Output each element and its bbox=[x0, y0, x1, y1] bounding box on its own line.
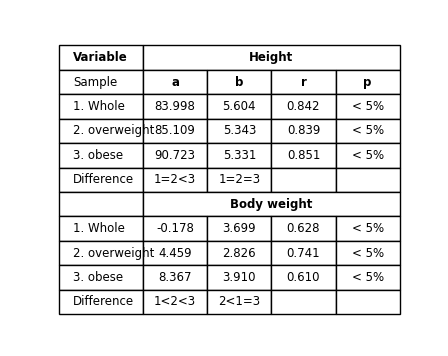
Text: 0.610: 0.610 bbox=[287, 271, 320, 284]
Bar bbox=[207, 70, 271, 94]
Text: 1=2=3: 1=2=3 bbox=[218, 173, 260, 186]
Bar bbox=[143, 192, 400, 216]
Bar bbox=[60, 168, 143, 192]
Bar bbox=[271, 216, 336, 241]
Bar bbox=[60, 216, 143, 241]
Bar bbox=[207, 94, 271, 119]
Text: -0.178: -0.178 bbox=[156, 222, 194, 235]
Text: a: a bbox=[171, 75, 179, 89]
Bar bbox=[207, 290, 271, 314]
Bar bbox=[207, 143, 271, 168]
Text: 5.343: 5.343 bbox=[223, 125, 256, 137]
Bar bbox=[143, 46, 400, 70]
Text: < 5%: < 5% bbox=[352, 100, 383, 113]
Bar bbox=[60, 46, 143, 70]
Bar bbox=[207, 265, 271, 290]
Text: 1=2<3: 1=2<3 bbox=[154, 173, 196, 186]
Text: < 5%: < 5% bbox=[352, 222, 383, 235]
Text: 2.826: 2.826 bbox=[223, 247, 256, 260]
Text: < 5%: < 5% bbox=[352, 271, 383, 284]
Bar bbox=[271, 119, 336, 143]
Bar bbox=[336, 119, 400, 143]
Text: Body weight: Body weight bbox=[230, 198, 313, 211]
Bar bbox=[60, 241, 143, 265]
Text: 85.109: 85.109 bbox=[155, 125, 196, 137]
Text: 0.851: 0.851 bbox=[287, 149, 320, 162]
Bar bbox=[336, 94, 400, 119]
Bar bbox=[336, 143, 400, 168]
Text: 0.842: 0.842 bbox=[287, 100, 320, 113]
Text: 0.839: 0.839 bbox=[287, 125, 320, 137]
Bar bbox=[143, 143, 207, 168]
Text: 3.910: 3.910 bbox=[223, 271, 256, 284]
Text: 3. obese: 3. obese bbox=[73, 271, 124, 284]
Bar bbox=[271, 265, 336, 290]
Text: 3. obese: 3. obese bbox=[73, 149, 124, 162]
Bar bbox=[143, 241, 207, 265]
Bar bbox=[271, 94, 336, 119]
Bar bbox=[60, 290, 143, 314]
Bar bbox=[271, 168, 336, 192]
Text: 1<2<3: 1<2<3 bbox=[154, 295, 196, 308]
Bar bbox=[143, 265, 207, 290]
Bar bbox=[143, 70, 207, 94]
Text: 2<1=3: 2<1=3 bbox=[218, 295, 260, 308]
Text: 1. Whole: 1. Whole bbox=[73, 222, 125, 235]
Bar bbox=[60, 192, 143, 216]
Bar bbox=[143, 168, 207, 192]
Bar bbox=[336, 216, 400, 241]
Text: Difference: Difference bbox=[73, 295, 134, 308]
Text: 2. overweight: 2. overweight bbox=[73, 125, 155, 137]
Bar bbox=[336, 168, 400, 192]
Text: 2. overweight: 2. overweight bbox=[73, 247, 155, 260]
Bar bbox=[336, 290, 400, 314]
Bar bbox=[143, 290, 207, 314]
Bar bbox=[60, 94, 143, 119]
Bar bbox=[271, 70, 336, 94]
Text: < 5%: < 5% bbox=[352, 125, 383, 137]
Bar bbox=[271, 290, 336, 314]
Text: p: p bbox=[363, 75, 372, 89]
Bar bbox=[207, 216, 271, 241]
Text: 1. Whole: 1. Whole bbox=[73, 100, 125, 113]
Bar bbox=[60, 119, 143, 143]
Bar bbox=[207, 119, 271, 143]
Text: < 5%: < 5% bbox=[352, 149, 383, 162]
Text: Difference: Difference bbox=[73, 173, 134, 186]
Text: 5.331: 5.331 bbox=[223, 149, 256, 162]
Text: Height: Height bbox=[249, 51, 293, 64]
Text: 4.459: 4.459 bbox=[158, 247, 192, 260]
Text: b: b bbox=[235, 75, 244, 89]
Bar bbox=[271, 143, 336, 168]
Bar bbox=[336, 70, 400, 94]
Bar bbox=[143, 94, 207, 119]
Text: 90.723: 90.723 bbox=[155, 149, 196, 162]
Text: 0.741: 0.741 bbox=[287, 247, 320, 260]
Text: 5.604: 5.604 bbox=[223, 100, 256, 113]
Text: < 5%: < 5% bbox=[352, 247, 383, 260]
Text: r: r bbox=[301, 75, 306, 89]
Bar bbox=[60, 70, 143, 94]
Bar bbox=[143, 119, 207, 143]
Bar bbox=[143, 216, 207, 241]
Bar bbox=[271, 241, 336, 265]
Text: Variable: Variable bbox=[73, 51, 128, 64]
Bar bbox=[336, 265, 400, 290]
Bar bbox=[60, 265, 143, 290]
Bar bbox=[207, 168, 271, 192]
Text: 8.367: 8.367 bbox=[159, 271, 192, 284]
Text: 3.699: 3.699 bbox=[223, 222, 256, 235]
Bar bbox=[60, 143, 143, 168]
Text: 83.998: 83.998 bbox=[155, 100, 196, 113]
Bar bbox=[336, 241, 400, 265]
Bar bbox=[207, 241, 271, 265]
Text: 0.628: 0.628 bbox=[287, 222, 320, 235]
Text: Sample: Sample bbox=[73, 75, 118, 89]
